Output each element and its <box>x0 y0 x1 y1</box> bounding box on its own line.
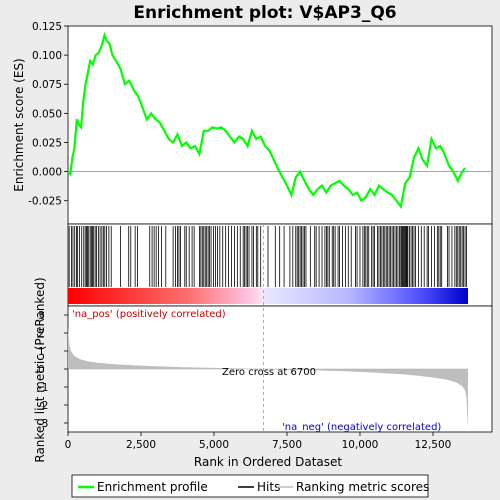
metric-y-ticks: 3 2 1 0 -1 -2 -3 <box>38 310 68 430</box>
es-y-tick-label: 0.050 <box>32 108 62 120</box>
es-panel: 0.125 0.100 0.075 0.050 0.025 0.000 -0.025 <box>28 21 493 225</box>
es-y-axis-label: Enrichment score (ES) <box>12 58 26 191</box>
legend-profile-label: Enrichment profile <box>97 480 208 494</box>
chart-title: Enrichment plot: V$AP3_Q6 <box>133 3 396 23</box>
rank-color-bar <box>68 288 468 304</box>
es-y-tick-label: 0.125 <box>32 21 62 33</box>
legend-metric-label: Ranking metric scores <box>296 480 429 494</box>
hits-panel <box>67 223 493 307</box>
x-tick-label: 10,000 <box>342 439 379 451</box>
metric-y-tick-label: 0 <box>38 364 45 376</box>
metric-y-tick-label: -3 <box>38 418 48 430</box>
es-y-tick-label: 0.075 <box>32 79 62 91</box>
es-y-tick-label: 0.100 <box>32 50 62 62</box>
metric-y-tick-label: -2 <box>38 400 48 412</box>
metric-y-tick-label: 2 <box>38 328 45 340</box>
x-tick-label: 5,000 <box>199 439 229 451</box>
es-panel-frame <box>67 25 493 225</box>
x-axis-ticks: 0 2,500 5,000 7,500 10,000 12,500 <box>65 432 452 451</box>
hit-marks <box>68 226 467 287</box>
legend: Enrichment profile Hits Ranking metric s… <box>71 474 429 498</box>
metric-y-tick-label: 1 <box>38 346 45 358</box>
enrichment-profile-line <box>67 31 466 210</box>
x-axis-label: Rank in Ordered Dataset <box>194 455 342 469</box>
x-tick-label: 0 <box>65 439 72 451</box>
es-y-ticks: 0.125 0.100 0.075 0.050 0.025 0.000 -0.025 <box>28 21 68 208</box>
metric-y-axis-label: Ranked list metric (PreRanked) <box>33 277 47 462</box>
legend-hits-label: Hits <box>257 480 280 494</box>
x-tick-label: 12,500 <box>415 439 452 451</box>
es-y-tick-label: 0.025 <box>32 137 62 149</box>
negative-correlation-label: 'na_neg' (negatively correlated) <box>282 422 441 433</box>
metric-panel: 3 2 1 0 -1 -2 -3 'na_pos' (positively correlat… <box>38 224 493 433</box>
zero-cross-label: Zero cross at 6700 <box>222 367 316 378</box>
es-y-tick-label: -0.025 <box>28 196 62 208</box>
metric-y-tick-label: 3 <box>38 310 45 322</box>
positive-correlation-label: 'na_pos' (positively correlated) <box>72 309 226 320</box>
es-y-tick-label: 0.000 <box>32 167 62 179</box>
x-tick-label: 2,500 <box>126 439 156 451</box>
metric-y-tick-label: -1 <box>38 382 48 394</box>
legend-frame <box>71 474 429 498</box>
x-tick-label: 7,500 <box>272 439 302 451</box>
